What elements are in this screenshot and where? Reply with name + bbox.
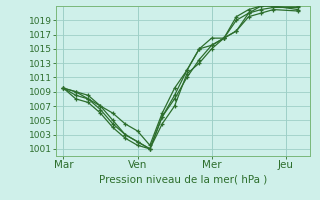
X-axis label: Pression niveau de la mer( hPa ): Pression niveau de la mer( hPa ): [99, 174, 267, 184]
